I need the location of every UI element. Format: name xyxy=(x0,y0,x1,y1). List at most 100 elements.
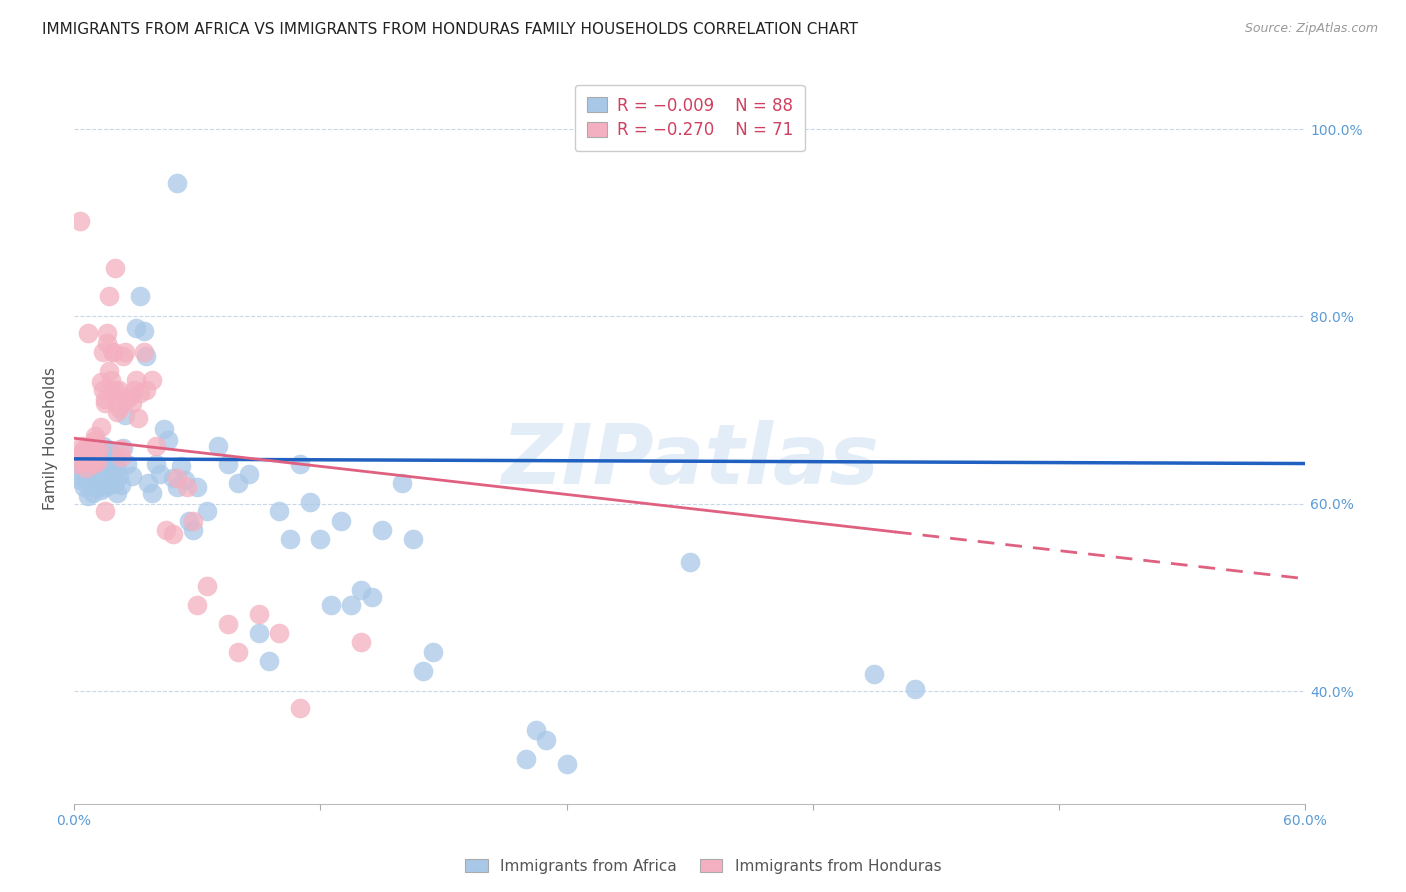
Point xyxy=(555,757,578,772)
Point xyxy=(166,480,188,494)
Point xyxy=(96,442,118,457)
Point xyxy=(128,289,150,303)
Point xyxy=(91,464,114,478)
Point xyxy=(101,470,124,484)
Point xyxy=(412,664,434,678)
Point xyxy=(121,468,143,483)
Point xyxy=(350,582,373,597)
Point xyxy=(98,289,121,303)
Text: IMMIGRANTS FROM AFRICA VS IMMIGRANTS FROM HONDURAS FAMILY HOUSEHOLDS CORRELATION: IMMIGRANTS FROM AFRICA VS IMMIGRANTS FRO… xyxy=(42,22,858,37)
Point xyxy=(101,345,124,359)
Point xyxy=(83,429,105,443)
Point xyxy=(124,320,146,334)
Point xyxy=(114,345,136,359)
Point xyxy=(247,626,270,640)
Point xyxy=(127,410,149,425)
Point xyxy=(136,476,159,491)
Point xyxy=(72,459,94,474)
Point xyxy=(226,476,249,491)
Point xyxy=(73,455,96,469)
Point xyxy=(67,468,90,483)
Point xyxy=(128,386,150,401)
Legend: R = −0.009    N = 88, R = −0.270    N = 71: R = −0.009 N = 88, R = −0.270 N = 71 xyxy=(575,85,804,151)
Point xyxy=(82,442,104,457)
Point xyxy=(141,373,163,387)
Point xyxy=(105,395,128,409)
Point xyxy=(79,455,101,469)
Point xyxy=(288,701,311,715)
Point xyxy=(114,408,136,422)
Point xyxy=(86,480,108,494)
Point xyxy=(186,480,208,494)
Point xyxy=(679,555,702,569)
Point xyxy=(110,450,132,464)
Point xyxy=(69,448,91,462)
Point xyxy=(197,579,219,593)
Point xyxy=(86,458,108,472)
Point xyxy=(108,383,131,397)
Point xyxy=(288,458,311,472)
Point xyxy=(100,373,122,387)
Point xyxy=(132,324,155,338)
Point xyxy=(82,442,104,457)
Point xyxy=(104,451,127,466)
Point xyxy=(132,345,155,359)
Point xyxy=(181,514,204,528)
Point xyxy=(121,395,143,409)
Point xyxy=(207,439,229,453)
Point xyxy=(72,451,94,466)
Point xyxy=(90,483,112,497)
Point xyxy=(98,478,121,492)
Point xyxy=(402,533,425,547)
Point xyxy=(87,476,110,491)
Point xyxy=(176,480,198,494)
Point xyxy=(166,470,188,484)
Point xyxy=(100,383,122,397)
Point xyxy=(117,458,139,472)
Point xyxy=(82,458,104,472)
Point xyxy=(269,626,291,640)
Point xyxy=(299,495,322,509)
Point xyxy=(186,598,208,612)
Point xyxy=(278,533,301,547)
Point xyxy=(110,442,132,457)
Point xyxy=(101,345,124,359)
Point xyxy=(96,335,118,350)
Point xyxy=(104,260,127,275)
Point xyxy=(96,326,118,341)
Point xyxy=(96,455,118,469)
Point xyxy=(135,349,157,363)
Point xyxy=(360,591,382,605)
Point xyxy=(94,480,117,494)
Point xyxy=(75,461,97,475)
Point xyxy=(100,461,122,475)
Point xyxy=(73,445,96,459)
Point xyxy=(105,461,128,475)
Point xyxy=(73,442,96,457)
Point xyxy=(181,523,204,537)
Point xyxy=(87,468,110,483)
Point xyxy=(309,533,332,547)
Point xyxy=(86,455,108,469)
Point xyxy=(149,467,172,481)
Point xyxy=(145,458,167,472)
Point xyxy=(91,345,114,359)
Point xyxy=(904,682,927,697)
Point xyxy=(94,504,117,518)
Point xyxy=(371,523,394,537)
Point xyxy=(122,383,145,397)
Point xyxy=(112,349,135,363)
Point xyxy=(197,504,219,518)
Point xyxy=(155,523,177,537)
Point xyxy=(534,732,557,747)
Point xyxy=(112,441,135,455)
Point xyxy=(124,373,146,387)
Y-axis label: Family Households: Family Households xyxy=(44,367,58,509)
Point xyxy=(515,751,537,765)
Point xyxy=(217,458,239,472)
Point xyxy=(238,467,260,481)
Point xyxy=(75,441,97,455)
Point xyxy=(157,433,180,447)
Point xyxy=(247,607,270,622)
Point xyxy=(87,441,110,455)
